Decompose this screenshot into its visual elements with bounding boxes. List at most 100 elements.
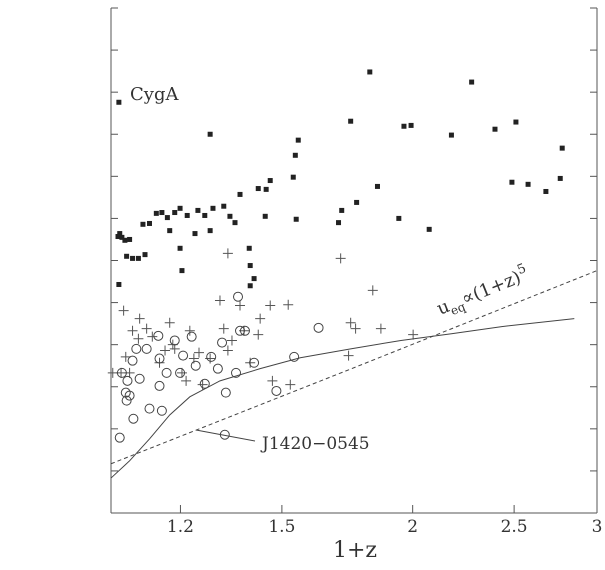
square-point [146, 220, 152, 226]
x-tick-label: 3 [592, 517, 603, 537]
square-point [227, 213, 233, 219]
circle-point [154, 353, 165, 364]
square-point [195, 207, 201, 213]
annotation: ueq∝(1+z)5 [433, 261, 533, 322]
circle-point [249, 357, 260, 368]
annotation-part: ∝(1+z) [458, 267, 524, 310]
square-point [263, 186, 269, 192]
square-point [509, 179, 515, 185]
circle-point [231, 367, 242, 378]
square-point [348, 118, 354, 124]
square-point [130, 255, 136, 261]
square-point [192, 231, 198, 237]
plus-point [345, 317, 356, 328]
square-point [559, 145, 565, 151]
square-point [292, 152, 298, 158]
circle-point [154, 380, 165, 391]
annotation: CygA [130, 84, 179, 105]
plus-point [134, 313, 145, 324]
circle-point [141, 343, 152, 354]
circle-point [217, 337, 228, 348]
circle-point [121, 395, 132, 406]
square-point [492, 126, 498, 132]
square-point [247, 263, 253, 269]
square-point [177, 245, 183, 251]
square-point [543, 188, 549, 194]
circle-point [153, 330, 164, 341]
plus-point [118, 305, 129, 316]
square-point [232, 220, 238, 226]
circle-point [199, 378, 210, 389]
square-point [469, 79, 475, 85]
circle-point [124, 390, 135, 401]
plus-point [127, 325, 138, 336]
square-point [295, 137, 301, 143]
plus-point [194, 347, 205, 358]
square-point [117, 231, 123, 237]
square-point [525, 181, 531, 187]
square-point [396, 215, 402, 221]
dashed-line [110, 270, 598, 465]
square-point [262, 213, 268, 219]
square-point [142, 252, 148, 258]
plus-point [267, 375, 278, 386]
leader-line [195, 429, 256, 442]
square-point [184, 212, 190, 218]
square-point [164, 215, 170, 221]
circle-point [128, 413, 139, 424]
plus-point [245, 357, 256, 368]
plus-point [169, 343, 180, 354]
square-point [221, 203, 227, 209]
circle-point [178, 350, 189, 361]
plus-point [222, 345, 233, 356]
circle-point [116, 367, 127, 378]
square-point [135, 255, 141, 261]
square-point [115, 234, 121, 240]
square-point [127, 236, 133, 242]
plus-point [218, 323, 229, 334]
square-point [172, 210, 178, 216]
square-point [122, 237, 128, 243]
square-point [374, 183, 380, 189]
circle-point [131, 343, 142, 354]
plus-point [222, 248, 233, 259]
circle-point [313, 322, 324, 333]
plus-point [253, 329, 264, 340]
square-point [246, 245, 252, 251]
circle-point [212, 363, 223, 374]
circle-point [134, 373, 145, 384]
square-point [354, 199, 360, 205]
square-point [401, 123, 407, 129]
square-point [290, 174, 296, 180]
plus-point [375, 323, 386, 334]
circle-point [206, 351, 217, 362]
square-point [159, 210, 165, 216]
square-point [255, 186, 261, 192]
square-point [119, 234, 125, 240]
x-tick-label: 1.2 [167, 517, 194, 537]
square-point [448, 132, 454, 138]
plus-point [350, 323, 361, 334]
square-point [237, 191, 243, 197]
square-point [336, 220, 342, 226]
plus-point [176, 367, 187, 378]
plus-point [120, 351, 131, 362]
plus-point [214, 295, 225, 306]
square-point [293, 216, 299, 222]
square-point [513, 119, 519, 125]
circle-point [175, 367, 186, 378]
curve [110, 318, 575, 479]
circle-point [233, 291, 244, 302]
square-point [202, 212, 208, 218]
plus-point [408, 329, 419, 340]
circle-point [219, 429, 230, 440]
square-point [179, 268, 185, 274]
circle-point [122, 375, 133, 386]
square-point [167, 228, 173, 234]
circle-point [144, 403, 155, 414]
circle-point [161, 367, 172, 378]
square-point [247, 283, 253, 289]
circle-point [186, 331, 197, 342]
square-point [426, 226, 432, 232]
